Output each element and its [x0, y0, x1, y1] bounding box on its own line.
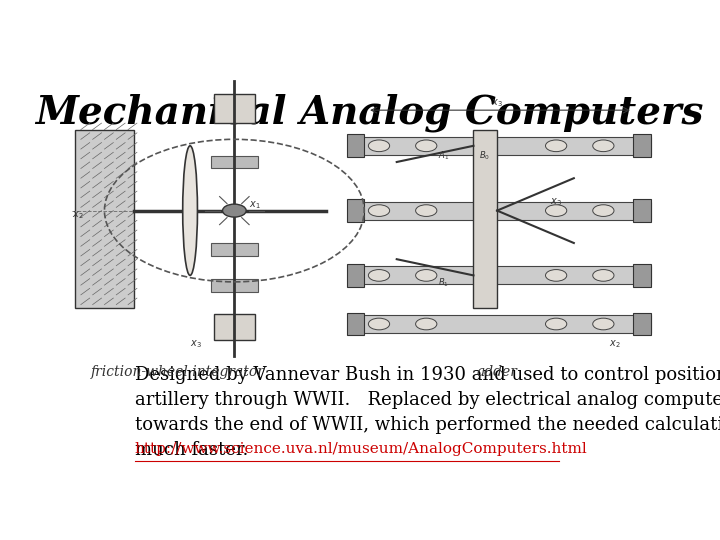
Text: friction-wheel integrator: friction-wheel integrator: [91, 365, 265, 379]
Bar: [633, 199, 651, 222]
Bar: [349, 201, 651, 220]
Text: $A_1$: $A_1$: [438, 150, 449, 162]
Bar: [346, 264, 364, 287]
Bar: [633, 134, 651, 157]
Bar: [214, 94, 255, 123]
Circle shape: [593, 205, 614, 217]
Circle shape: [593, 140, 614, 152]
Circle shape: [593, 269, 614, 281]
Text: Mechanical Analog Computers: Mechanical Analog Computers: [35, 94, 703, 132]
Circle shape: [546, 318, 567, 330]
Text: $B_0$: $B_0$: [480, 150, 490, 162]
Text: $x_1$: $x_1$: [249, 199, 261, 211]
Bar: [211, 243, 258, 256]
Circle shape: [415, 140, 437, 152]
Bar: [633, 313, 651, 335]
Text: adder: adder: [477, 365, 518, 379]
Bar: [349, 266, 651, 285]
Text: $x_3$: $x_3$: [491, 97, 503, 109]
Bar: [633, 264, 651, 287]
Circle shape: [415, 205, 437, 217]
Text: $B_1$: $B_1$: [438, 276, 449, 288]
Text: $x_2$: $x_2$: [72, 209, 84, 221]
Circle shape: [546, 269, 567, 281]
Circle shape: [415, 318, 437, 330]
Bar: [346, 199, 364, 222]
Bar: [214, 314, 255, 340]
Text: Designed by Vannevar Bush in 1930 and used to control position of
artillery thro: Designed by Vannevar Bush in 1930 and us…: [135, 366, 720, 459]
Text: $x_3$: $x_3$: [550, 196, 562, 208]
Bar: [474, 130, 497, 308]
Circle shape: [546, 140, 567, 152]
Text: $x_2$: $x_2$: [609, 339, 621, 350]
Text: $x_3$: $x_3$: [190, 339, 202, 350]
Circle shape: [415, 269, 437, 281]
Bar: [349, 315, 651, 333]
Bar: [349, 137, 651, 155]
Circle shape: [369, 140, 390, 152]
Circle shape: [369, 205, 390, 217]
Circle shape: [546, 205, 567, 217]
Bar: [346, 134, 364, 157]
Bar: [211, 279, 258, 292]
Bar: [211, 156, 258, 168]
Circle shape: [369, 269, 390, 281]
Text: http://www.science.uva.nl/museum/AnalogComputers.html: http://www.science.uva.nl/museum/AnalogC…: [135, 442, 588, 456]
Circle shape: [222, 204, 246, 217]
Circle shape: [369, 318, 390, 330]
Bar: [75, 130, 134, 308]
Ellipse shape: [183, 146, 197, 275]
Circle shape: [593, 318, 614, 330]
Bar: [346, 313, 364, 335]
